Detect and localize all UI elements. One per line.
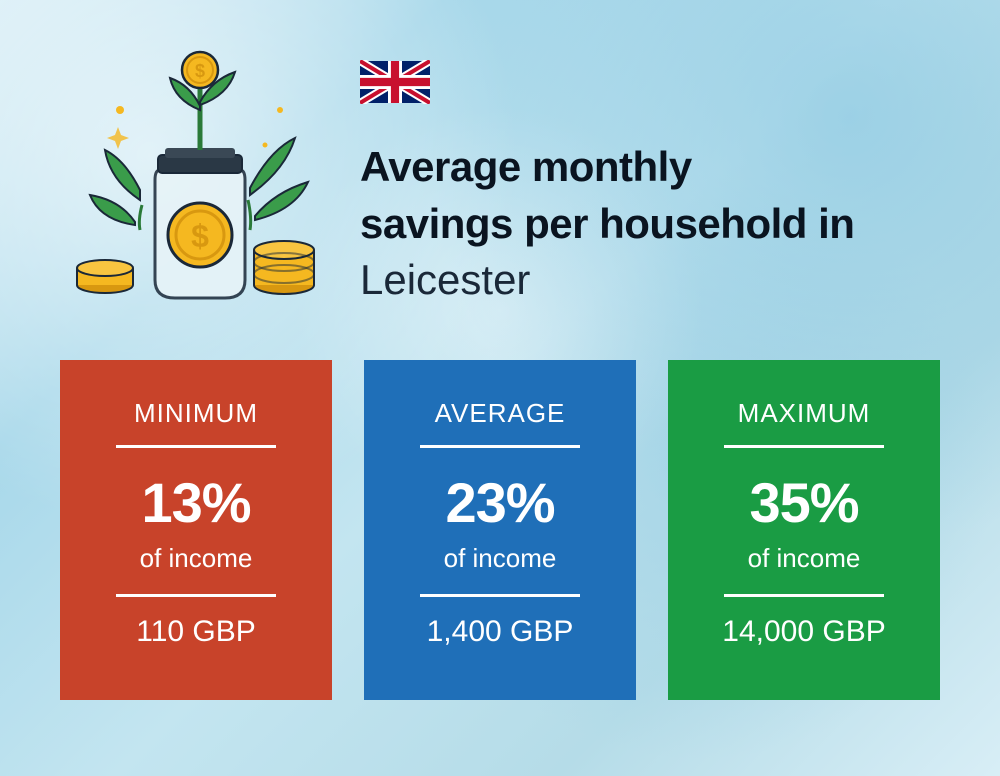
stat-cards-row: MINIMUM 13% of income 110 GBP AVERAGE 23… (0, 310, 1000, 700)
card-sub: of income (444, 543, 557, 574)
card-label: AVERAGE (435, 398, 566, 429)
card-average: AVERAGE 23% of income 1,400 GBP (364, 360, 636, 700)
card-label: MAXIMUM (738, 398, 871, 429)
leaves-left-icon (90, 150, 142, 230)
jar-coin-icon: $ (168, 203, 232, 267)
card-amount: 1,400 GBP (427, 615, 574, 649)
card-amount: 110 GBP (136, 615, 256, 649)
sparkle-icons (107, 106, 283, 149)
card-divider (724, 445, 884, 448)
card-divider (420, 594, 580, 597)
card-label: MINIMUM (134, 398, 258, 429)
card-percent: 23% (445, 470, 554, 535)
svg-text:$: $ (191, 218, 209, 254)
card-maximum: MAXIMUM 35% of income 14,000 GBP (668, 360, 940, 700)
title-block: Average monthly savings per household in… (360, 50, 940, 309)
card-amount: 14,000 GBP (722, 615, 885, 649)
title-line-2: savings per household in (360, 196, 940, 253)
card-sub: of income (140, 543, 253, 574)
card-divider (116, 594, 276, 597)
coin-stack-right-icon (254, 241, 314, 294)
card-percent: 35% (749, 470, 858, 535)
card-minimum: MINIMUM 13% of income 110 GBP (60, 360, 332, 700)
coin-stack-left-icon (77, 260, 133, 293)
card-divider (420, 445, 580, 448)
title-city: Leicester (360, 252, 940, 309)
card-divider (724, 594, 884, 597)
uk-flag-icon (360, 60, 430, 104)
card-sub: of income (748, 543, 861, 574)
title-line-1: Average monthly (360, 139, 940, 196)
leaves-right-icon (248, 138, 308, 230)
header-section: $ $ Average monthly savi (0, 0, 1000, 310)
savings-jar-illustration: $ $ (70, 50, 320, 310)
card-percent: 13% (141, 470, 250, 535)
svg-text:$: $ (195, 61, 205, 81)
top-coin-icon: $ (182, 52, 218, 88)
card-divider (116, 445, 276, 448)
